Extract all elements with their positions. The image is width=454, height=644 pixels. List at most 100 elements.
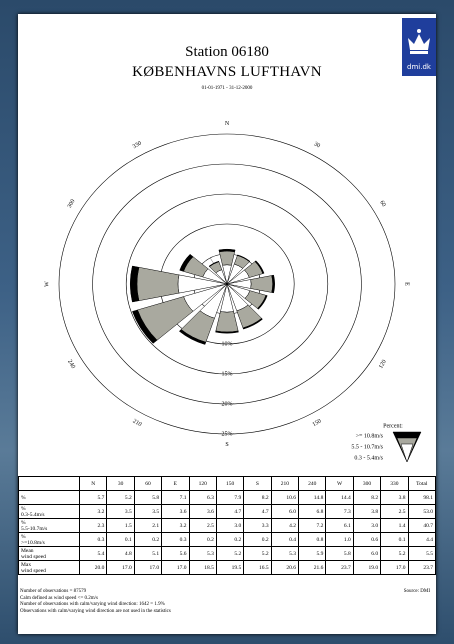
row-label: Mean wind speed xyxy=(19,547,80,561)
direction-label: 300 xyxy=(67,199,77,210)
table-cell: 19.0 xyxy=(353,561,380,575)
rose-segment xyxy=(178,275,227,293)
table-cell: 17.0 xyxy=(107,561,134,575)
direction-label: E xyxy=(403,282,409,286)
direction-label: S xyxy=(225,442,228,448)
ring-label: -10%- xyxy=(220,341,235,347)
table-cell: 3.0 xyxy=(353,519,380,533)
rose-segment xyxy=(137,267,179,300)
ring-label: -25%- xyxy=(220,431,235,437)
row-label: % xyxy=(19,491,80,505)
header-cell: 150 xyxy=(216,477,243,491)
table-cell: 6.0 xyxy=(271,505,298,519)
legend-label: 5.5 - 10.7m/s xyxy=(351,444,383,450)
table-cell: 1.5 xyxy=(107,519,134,533)
table-cell: 5.2 xyxy=(381,547,408,561)
header-cell: 210 xyxy=(271,477,298,491)
table-cell: 4.4 xyxy=(408,533,436,547)
table-row: % 0.3-5.4m/s3.23.53.53.63.64.74.76.06.87… xyxy=(19,505,436,519)
ring-label: -15%- xyxy=(220,371,235,377)
table-cell: 5.2 xyxy=(244,547,271,561)
table-cell: 5.6 xyxy=(162,547,189,561)
wind-rose: -10%--15%--20%--25%-N3060E120150S210240W… xyxy=(18,14,436,474)
direction-label: 60 xyxy=(378,200,386,208)
table-cell: 7.1 xyxy=(162,491,189,505)
table-cell: 7.2 xyxy=(299,519,326,533)
table-cell: 8.2 xyxy=(353,491,380,505)
table-cell: 20.0 xyxy=(80,561,107,575)
table-cell: 20.6 xyxy=(271,561,298,575)
direction-label: N xyxy=(225,121,230,127)
table-cell: 14.8 xyxy=(299,491,326,505)
row-label: Max wind speed xyxy=(19,561,80,575)
table-cell: 5.3 xyxy=(189,547,216,561)
table-cell: 3.2 xyxy=(162,519,189,533)
table-cell: 3.2 xyxy=(80,505,107,519)
table-cell: 6.8 xyxy=(299,505,326,519)
table-cell: 0.2 xyxy=(189,533,216,547)
source: Source: DMI xyxy=(404,589,430,594)
table-cell: 2.5 xyxy=(189,519,216,533)
table-cell: 0.3 xyxy=(162,533,189,547)
table-cell: 2.3 xyxy=(80,519,107,533)
table-cell: 21.6 xyxy=(299,561,326,575)
table-cell: 18.5 xyxy=(189,561,216,575)
screen: {"header":{"title":"Station 06180","subt… xyxy=(0,0,454,644)
table-cell: 5.2 xyxy=(216,547,243,561)
table-cell: 0.8 xyxy=(299,533,326,547)
table-cell: 17.0 xyxy=(381,561,408,575)
table-cell: 6.1 xyxy=(326,519,353,533)
table-cell: 0.6 xyxy=(353,533,380,547)
header-cell: N xyxy=(80,477,107,491)
table-cell: 14.4 xyxy=(326,491,353,505)
table-cell: 23.7 xyxy=(326,561,353,575)
table-cell: 17.0 xyxy=(134,561,161,575)
table-cell: 5.4 xyxy=(80,547,107,561)
header-cell: 60 xyxy=(134,477,161,491)
table-cell: 5.5 xyxy=(408,547,436,561)
note: Number of observations with calm/varying… xyxy=(20,602,171,609)
table-cell: 3.0 xyxy=(216,519,243,533)
table-cell: 3.5 xyxy=(107,505,134,519)
table-cell: 5.1 xyxy=(134,547,161,561)
ring-label: -20%- xyxy=(220,401,235,407)
rose-segment xyxy=(216,312,238,332)
table-cell: 3.8 xyxy=(381,491,408,505)
table-cell: 0.2 xyxy=(134,533,161,547)
direction-label: 30 xyxy=(313,141,321,149)
note: Observations with calm/varying wind dire… xyxy=(20,609,171,616)
row-label: % 0.3-5.4m/s xyxy=(19,505,80,519)
table-cell: 2.1 xyxy=(134,519,161,533)
table-cell: 5.7 xyxy=(80,491,107,505)
table-cell: 8.2 xyxy=(244,491,271,505)
notes: Number of observations = 87579Calm defin… xyxy=(20,589,171,615)
direction-label: 330 xyxy=(132,140,143,150)
table-cell: 6.0 xyxy=(353,547,380,561)
header-cell: E xyxy=(162,477,189,491)
table-cell: 3.6 xyxy=(189,505,216,519)
header-cell xyxy=(19,477,80,491)
table-cell: 17.0 xyxy=(162,561,189,575)
legend-label: >= 10.8m/s xyxy=(356,433,384,439)
row-label: % >=10.8m/s xyxy=(19,533,80,547)
table-cell: 0.1 xyxy=(381,533,408,547)
rose-segment xyxy=(219,251,234,265)
table-cell: 0.2 xyxy=(244,533,271,547)
table-cell: 7.3 xyxy=(326,505,353,519)
direction-label: 210 xyxy=(132,418,143,428)
header-cell: S xyxy=(244,477,271,491)
table-cell: 1.0 xyxy=(326,533,353,547)
header-cell: 240 xyxy=(299,477,326,491)
table-cell: 5.3 xyxy=(271,547,298,561)
table-cell: 2.5 xyxy=(381,505,408,519)
table-cell: 3.8 xyxy=(353,505,380,519)
table-cell: 1.4 xyxy=(381,519,408,533)
header-cell: 300 xyxy=(353,477,380,491)
header-cell: 330 xyxy=(381,477,408,491)
table-cell: 4.7 xyxy=(244,505,271,519)
table-cell: 23.7 xyxy=(408,561,436,575)
row-label: % 5.5-10.7m/s xyxy=(19,519,80,533)
